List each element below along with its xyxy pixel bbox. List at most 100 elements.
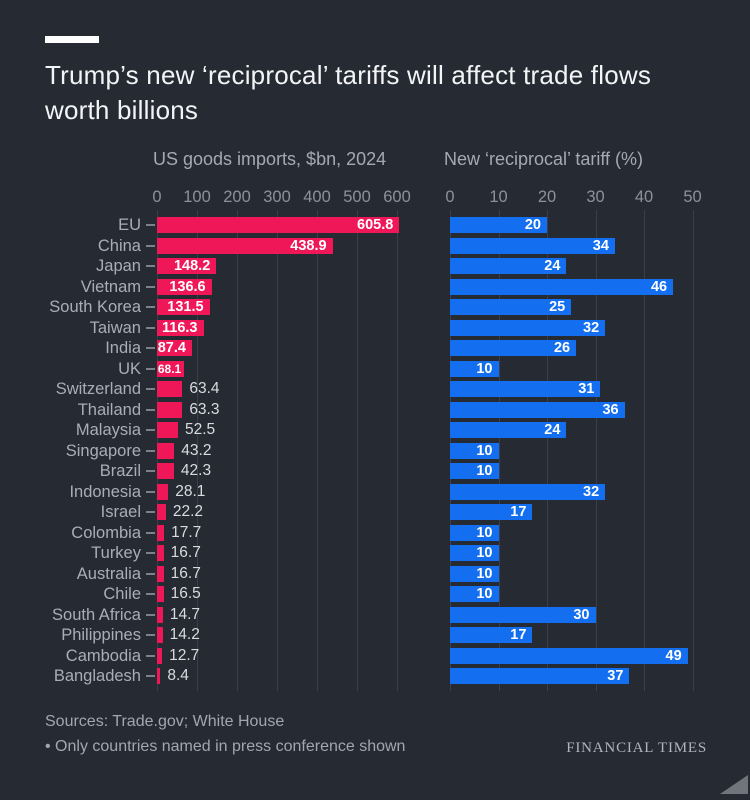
- imports-value: 16.7: [170, 564, 201, 582]
- tariff-value: 10: [476, 524, 493, 541]
- tariff-bar: 34: [450, 237, 615, 254]
- right-gridline: [595, 210, 597, 691]
- country-label: Philippines: [61, 626, 141, 644]
- imports-value: 605.8: [357, 217, 394, 233]
- imports-bar: 52.5: [157, 422, 215, 438]
- tariff-value: 32: [583, 483, 600, 500]
- category-tick: [146, 408, 155, 411]
- imports-bar: 63.4: [157, 381, 220, 397]
- tariff-bar: 46: [450, 278, 674, 295]
- category-tick: [146, 285, 155, 288]
- tariff-bar: 17: [450, 504, 533, 520]
- left-axis-tick-label: 300: [263, 188, 291, 206]
- imports-bar: 14.2: [157, 627, 200, 643]
- imports-bar: 148.2: [157, 258, 217, 274]
- imports-value: 12.7: [169, 646, 200, 664]
- left-axis-tick-label: 400: [303, 188, 331, 206]
- imports-value: 43.2: [181, 441, 212, 459]
- imports-bar: 43.2: [157, 442, 211, 459]
- country-label: China: [97, 236, 141, 255]
- country-label: Switzerland: [55, 380, 141, 398]
- tariff-bar: 30: [450, 606, 596, 623]
- category-tick: [146, 347, 155, 349]
- country-label: Malaysia: [75, 421, 141, 439]
- tariff-value: 24: [544, 258, 561, 274]
- chart-title: Trump’s new ‘reciprocal’ tariffs will af…: [45, 60, 652, 125]
- imports-bar: 8.4: [157, 668, 189, 684]
- tariff-bar: 31: [450, 381, 601, 397]
- tariff-bar: 10: [450, 565, 499, 582]
- tariff-bar: 24: [450, 258, 567, 274]
- imports-bar: 28.1: [157, 483, 205, 500]
- tariff-value: 10: [476, 442, 493, 459]
- country-label: EU: [118, 216, 141, 234]
- imports-bar: 87.4: [157, 340, 192, 356]
- tariff-value: 36: [602, 401, 619, 418]
- imports-value: 148.2: [173, 258, 211, 274]
- tariff-bar: 10: [450, 463, 499, 479]
- tariff-bar: 20: [450, 217, 547, 233]
- tariff-value: 34: [592, 237, 609, 254]
- country-label: Japan: [96, 257, 141, 275]
- right-axis-tick-label: 20: [537, 188, 557, 206]
- imports-value: 438.9: [290, 237, 327, 254]
- imports-value: 52.5: [185, 421, 216, 438]
- imports-value: 22.2: [172, 503, 204, 520]
- tariff-value: 30: [573, 606, 590, 623]
- tariff-value: 10: [476, 360, 493, 377]
- left-gridline: [397, 210, 398, 691]
- tariff-value: 37: [607, 668, 624, 684]
- imports-value: 131.5: [167, 299, 204, 315]
- footnote: • Only countries named in press conferen…: [45, 738, 406, 755]
- imports-bar: 16.7: [157, 565, 201, 582]
- country-label: South Korea: [49, 298, 141, 316]
- tariff-value: 10: [476, 545, 493, 561]
- imports-value: 63.3: [189, 400, 220, 418]
- left-gridline: [357, 210, 358, 691]
- category-tick: [146, 244, 155, 247]
- right-gridline: [644, 210, 645, 691]
- tariff-value: 46: [650, 278, 668, 295]
- tariff-value: 31: [578, 381, 595, 397]
- country-label: India: [105, 339, 141, 357]
- category-tick: [146, 511, 155, 513]
- country-label: Cambodia: [65, 646, 141, 665]
- category-tick: [146, 306, 155, 308]
- category-tick: [146, 572, 155, 575]
- right-axis-tick-label: 30: [586, 188, 605, 206]
- left-gridline: [237, 210, 238, 691]
- category-tick: [146, 449, 155, 452]
- tariff-value: 32: [583, 319, 600, 336]
- imports-bar: 68.1: [157, 360, 185, 377]
- country-label: Singapore: [65, 441, 141, 460]
- country-label: Colombia: [71, 523, 141, 542]
- tariff-bar: 49: [450, 647, 688, 664]
- imports-bar: 131.5: [157, 299, 210, 315]
- category-tick: [146, 429, 155, 431]
- imports-value: 87.4: [157, 340, 186, 356]
- title-accent-bar: [45, 36, 99, 43]
- tariff-value: 49: [665, 647, 682, 664]
- tariff-value: 20: [524, 217, 541, 233]
- right-axis-tick-label: 10: [489, 188, 508, 206]
- country-label: South Africa: [52, 605, 141, 624]
- imports-bar: 17.7: [157, 524, 201, 541]
- right-gridline: [547, 210, 548, 691]
- tariff-bar: 26: [450, 340, 577, 356]
- category-tick: [146, 593, 155, 595]
- tariff-bar: 32: [450, 319, 606, 336]
- tariff-value: 17: [510, 504, 527, 520]
- country-label: Vietnam: [80, 277, 141, 296]
- tariff-value: 26: [553, 340, 571, 356]
- country-label: Indonesia: [69, 482, 141, 501]
- left-axis-tick-label: 500: [343, 188, 371, 206]
- category-tick: [146, 224, 155, 226]
- imports-bar: 605.8: [157, 217, 400, 233]
- category-tick: [146, 265, 155, 267]
- category-tick: [146, 388, 155, 390]
- tariff-bar: 10: [450, 442, 499, 459]
- tariff-bar: 17: [450, 627, 533, 643]
- imports-bar: 63.3: [157, 401, 219, 418]
- imports-value: 68.1: [157, 361, 182, 376]
